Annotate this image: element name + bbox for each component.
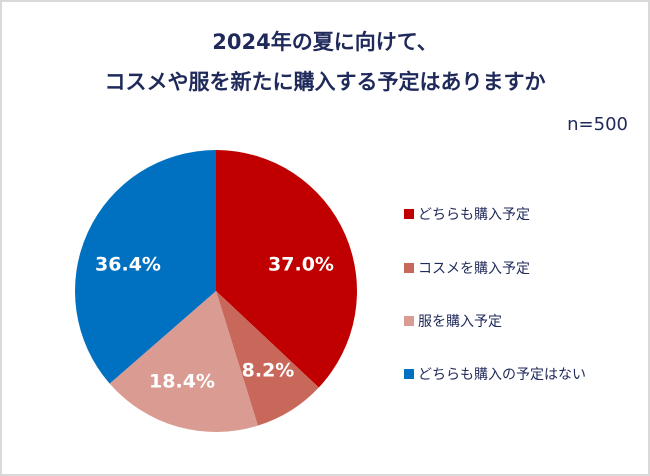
data-label: 37.0% (268, 254, 334, 276)
slice-cosme (216, 291, 319, 426)
data-label: 36.4% (95, 254, 161, 276)
slice-clothes (109, 291, 258, 432)
data-label: 8.2% (242, 360, 295, 382)
legend-swatch (404, 316, 414, 326)
legend-swatch (404, 209, 414, 219)
slice-none (75, 150, 216, 384)
legend-label: コスメを購入予定 (418, 261, 530, 277)
slice-both (216, 150, 357, 388)
legend-item-both: どちらも購入予定 (404, 204, 530, 224)
sample-size: n=500 (567, 114, 628, 135)
legend-item-cosme: コスメを購入予定 (404, 258, 530, 278)
data-label: 18.4% (149, 371, 215, 393)
chart-title-line1: 2024年の夏に向けて、 (212, 30, 438, 54)
legend-swatch (404, 263, 414, 273)
legend-label: 服を購入予定 (418, 314, 502, 330)
chart-title-line2: コスメや服を新たに購入する予定はありますか (104, 70, 546, 94)
legend-item-none: どちらも購入の予定はない (404, 364, 586, 384)
legend-label: どちらも購入の予定はない (418, 367, 586, 383)
legend-item-clothes: 服を購入予定 (404, 311, 502, 331)
legend-swatch (404, 369, 414, 379)
legend-label: どちらも購入予定 (418, 207, 530, 223)
